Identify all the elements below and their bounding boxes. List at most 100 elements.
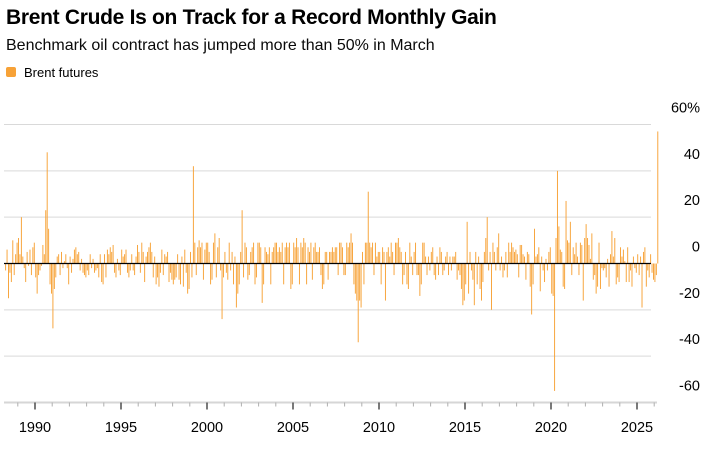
bar <box>152 263 154 278</box>
bar <box>46 152 48 264</box>
bar <box>584 238 586 264</box>
bar <box>455 251 457 264</box>
bar <box>615 263 617 285</box>
bar <box>109 247 111 264</box>
bar <box>640 256 642 264</box>
bar <box>362 251 363 264</box>
bar <box>506 263 508 278</box>
bar <box>575 242 577 264</box>
bar <box>360 263 362 308</box>
brent-monthly-change-chart: 60% 40 20 0 -20 -40 -60 1990 1995 2000 2005 2010 201… <box>4 101 700 436</box>
bar <box>574 254 576 264</box>
bar <box>577 256 578 264</box>
bar <box>650 254 652 264</box>
bar <box>489 251 491 264</box>
bar <box>267 254 269 264</box>
bar <box>227 263 229 280</box>
bar <box>111 251 113 264</box>
bar <box>413 251 415 264</box>
bar <box>283 263 285 285</box>
bar <box>118 263 120 271</box>
bar <box>175 263 177 278</box>
bar <box>266 251 267 264</box>
x-tick-label: 2020 <box>535 420 567 436</box>
bar <box>270 263 272 285</box>
bar <box>341 247 343 264</box>
bar <box>462 263 464 306</box>
bar <box>271 251 273 264</box>
bar <box>172 263 174 285</box>
bar <box>264 247 266 264</box>
bar <box>556 170 558 264</box>
bar <box>369 242 371 264</box>
bar <box>376 256 378 264</box>
bar <box>479 263 481 289</box>
bar <box>597 263 599 287</box>
bar <box>177 254 179 264</box>
bar <box>579 242 581 264</box>
bar <box>96 263 98 269</box>
bar <box>374 242 376 264</box>
bar <box>501 256 503 264</box>
bar <box>49 263 51 285</box>
bar <box>387 247 389 264</box>
bar <box>611 231 613 264</box>
bar <box>488 263 490 271</box>
bar <box>69 256 71 264</box>
y-tick-label: 20 <box>684 193 700 209</box>
bar <box>473 263 475 306</box>
bar <box>32 247 34 264</box>
bar <box>349 242 351 264</box>
bar <box>276 242 277 264</box>
bar <box>45 210 47 264</box>
bar <box>630 263 632 271</box>
bar <box>491 263 492 310</box>
bar <box>26 251 28 264</box>
bar <box>286 242 288 264</box>
bar <box>578 263 580 276</box>
bar <box>301 247 303 264</box>
bar <box>463 263 465 301</box>
bar <box>134 263 136 276</box>
bar <box>291 263 293 285</box>
legend: Brent futures <box>6 64 98 80</box>
bar <box>162 263 164 276</box>
bar <box>620 247 621 264</box>
bar <box>459 263 461 276</box>
bar <box>519 244 521 264</box>
bar <box>29 249 31 264</box>
bar <box>621 256 623 264</box>
bar <box>571 263 573 276</box>
bar <box>610 254 611 264</box>
bar <box>481 263 482 301</box>
bar <box>52 263 54 329</box>
bar <box>357 263 359 343</box>
bar <box>645 263 647 287</box>
bar <box>559 249 561 264</box>
bar <box>102 263 104 285</box>
bar <box>65 254 67 264</box>
bar <box>306 263 308 285</box>
bar <box>417 263 419 276</box>
bar <box>601 263 603 269</box>
bar <box>278 247 280 264</box>
bar <box>534 228 535 264</box>
bar <box>608 263 610 287</box>
bar <box>562 263 564 287</box>
bar <box>137 244 138 264</box>
bar <box>132 263 134 271</box>
bar <box>261 263 263 303</box>
bar <box>518 263 520 278</box>
bar <box>572 247 574 264</box>
bar <box>554 263 556 391</box>
bar <box>364 242 366 264</box>
bar <box>655 263 657 276</box>
bar <box>485 238 487 264</box>
bar <box>243 263 245 278</box>
bar <box>525 263 527 280</box>
bar <box>257 242 259 264</box>
bar <box>648 263 650 278</box>
bar <box>539 263 541 292</box>
x-tick-label: 1990 <box>19 420 51 436</box>
bar <box>598 242 600 264</box>
